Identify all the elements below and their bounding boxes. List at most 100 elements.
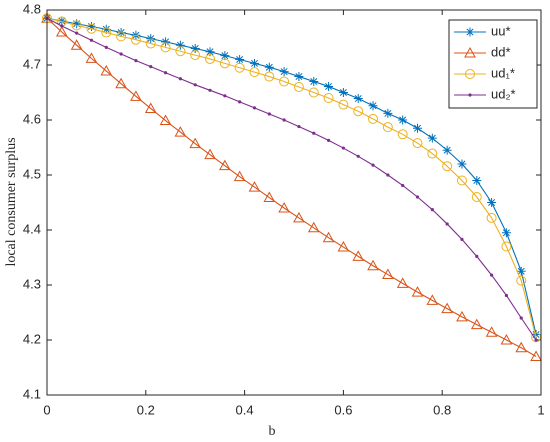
marker (368, 113, 379, 124)
marker (189, 137, 202, 149)
y-tick-label: 4.6 (23, 111, 41, 126)
marker (426, 294, 439, 305)
marker (382, 122, 393, 133)
marker (252, 106, 257, 110)
marker (297, 125, 301, 129)
marker (55, 25, 68, 37)
y-tick-label: 4.4 (23, 221, 41, 236)
marker (308, 87, 319, 98)
marker (100, 65, 113, 76)
marker (70, 39, 83, 50)
marker (86, 23, 97, 34)
marker (208, 88, 212, 92)
marker (233, 170, 246, 182)
marker (60, 24, 64, 28)
marker (442, 145, 452, 155)
marker (515, 341, 528, 353)
marker (71, 20, 82, 31)
y-tick-label: 4.1 (23, 386, 41, 401)
marker (175, 46, 186, 57)
marker (456, 310, 468, 322)
marker (341, 146, 345, 150)
marker (415, 195, 420, 199)
y-axis-label: local consumer surplus (4, 137, 19, 266)
legend-label: dd* (491, 44, 511, 59)
marker (413, 123, 422, 133)
marker (193, 83, 197, 87)
marker (504, 293, 509, 298)
marker (115, 77, 127, 89)
marker (159, 114, 172, 126)
marker (178, 77, 182, 81)
x-tick-label: 1 (537, 402, 544, 417)
marker (190, 50, 201, 61)
marker (174, 126, 187, 137)
legend-label: ud₂* (491, 86, 516, 101)
marker (101, 24, 111, 34)
marker (442, 161, 453, 172)
marker (263, 191, 276, 203)
marker (134, 59, 138, 63)
marker (500, 333, 513, 345)
marker (396, 277, 409, 288)
series-line (46, 17, 537, 335)
marker (205, 47, 215, 57)
x-tick-label: 0.2 (137, 402, 155, 417)
marker (324, 81, 334, 91)
y-tick-label: 4.5 (23, 166, 41, 181)
marker (411, 286, 424, 297)
marker (534, 338, 538, 342)
marker (471, 192, 482, 202)
marker (470, 318, 483, 330)
marker (323, 93, 334, 103)
marker (352, 250, 365, 261)
marker (279, 67, 289, 77)
marker (465, 69, 475, 79)
marker (465, 27, 475, 37)
marker (441, 302, 453, 314)
marker (149, 65, 153, 69)
marker (353, 94, 363, 104)
marker (130, 34, 141, 45)
marker (519, 316, 523, 320)
marker (130, 90, 142, 101)
marker (371, 163, 375, 167)
y-tick-label: 4.2 (23, 331, 41, 346)
marker (86, 22, 96, 31)
marker (516, 266, 526, 276)
marker (294, 72, 304, 82)
marker (279, 76, 290, 87)
marker (204, 148, 216, 160)
marker (264, 71, 275, 82)
y-tick-label: 4.3 (23, 276, 41, 291)
marker (249, 58, 259, 68)
marker (72, 19, 82, 29)
marker (248, 181, 261, 192)
marker (282, 118, 286, 122)
marker (220, 51, 230, 61)
marker (487, 198, 497, 207)
marker (144, 102, 157, 113)
marker (383, 108, 393, 118)
marker (412, 138, 423, 149)
marker (101, 27, 112, 38)
series-line (46, 17, 537, 357)
series-line (46, 17, 537, 341)
x-tick-label: 0.4 (236, 402, 254, 417)
marker (116, 31, 127, 42)
marker (367, 259, 379, 271)
marker (326, 138, 331, 142)
marker (312, 131, 316, 135)
x-tick-label: 0.8 (433, 402, 451, 417)
marker (401, 183, 405, 188)
marker (175, 40, 185, 50)
marker (249, 67, 260, 78)
marker (205, 53, 216, 64)
marker (456, 175, 467, 186)
marker (104, 45, 108, 50)
marker (218, 159, 231, 171)
marker (353, 106, 364, 117)
marker (486, 212, 497, 223)
marker (267, 112, 271, 116)
